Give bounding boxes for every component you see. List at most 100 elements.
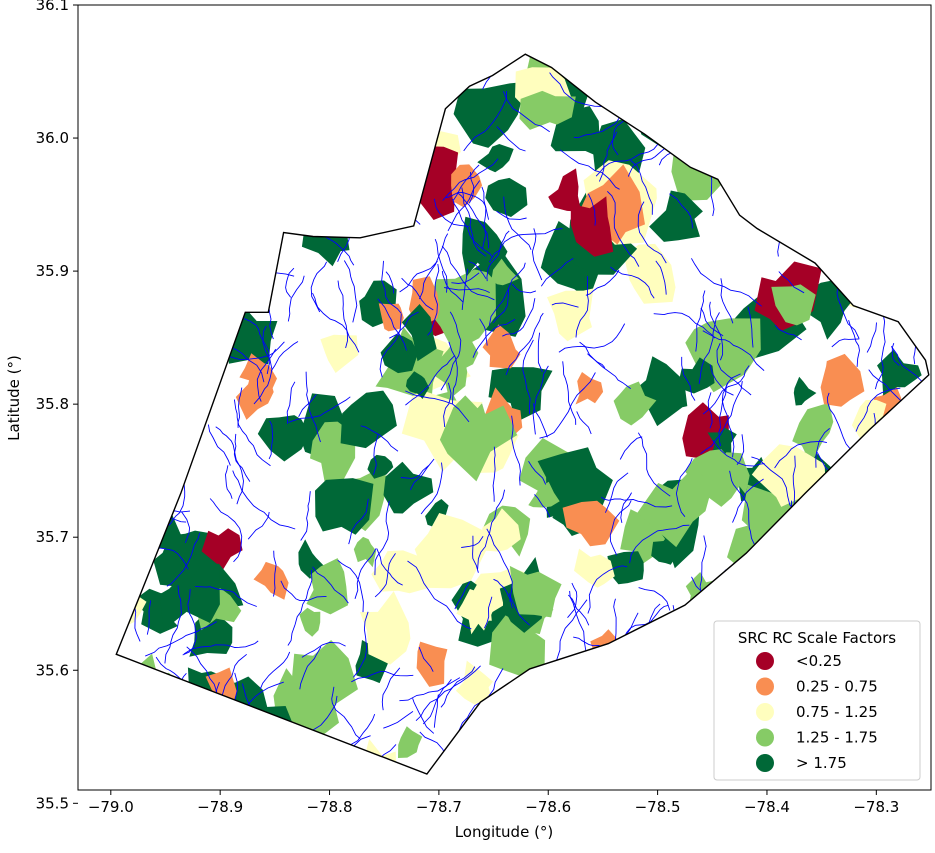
stream-line [566, 690, 582, 731]
watershed-patch [496, 736, 563, 774]
stream-line [920, 54, 929, 62]
watershed-patch [682, 402, 729, 460]
stream-line [116, 475, 150, 514]
stream-line [567, 582, 578, 618]
watershed-patch [479, 508, 521, 552]
x-axis-ticks: −79.0 −78.9 −78.8 −78.7 −78.6 −78.5 −78.4 −78.3 [88, 790, 899, 816]
stream-line [337, 280, 348, 349]
stream-line [373, 434, 379, 475]
watershed-patch [843, 504, 882, 549]
watershed-patch [118, 325, 169, 382]
stream-line [183, 68, 201, 113]
watershed-patch [299, 607, 321, 637]
watershed-patch [880, 413, 929, 474]
watershed-patch [359, 591, 411, 665]
stream-line [522, 339, 534, 415]
watershed-patch [820, 353, 865, 407]
stream-line [365, 113, 381, 156]
watershed-patch [151, 119, 224, 179]
stream-line [368, 183, 390, 226]
stream-line [534, 494, 551, 518]
stream-line [658, 757, 671, 774]
watershed-patch [613, 381, 657, 426]
watershed-patch [187, 334, 227, 369]
stream-line [287, 569, 313, 646]
stream-line [672, 605, 709, 667]
stream-line [124, 178, 151, 191]
watershed-patch [116, 467, 165, 555]
watershed-patch [121, 145, 147, 173]
y-tick-label: 35.9 [36, 262, 69, 280]
stream-line [287, 275, 305, 322]
stream-line [216, 653, 247, 702]
watershed-patch [548, 168, 582, 212]
stream-line [259, 742, 299, 774]
stream-line [496, 210, 527, 220]
stream-line [844, 232, 870, 291]
watershed-patch [677, 81, 734, 165]
watershed-patch [793, 376, 817, 406]
stream-line [531, 228, 543, 281]
watershed-patch [547, 288, 594, 342]
stream-line [146, 600, 152, 635]
watershed-patch [340, 390, 397, 449]
stream-line [496, 126, 526, 152]
stream-line [451, 272, 480, 284]
stream-line [297, 122, 312, 154]
stream-line [575, 276, 589, 338]
legend-label: 1.25 - 1.75 [796, 729, 878, 747]
watershed-patch [116, 83, 148, 136]
stream-line [706, 661, 712, 698]
watershed-patch [152, 672, 177, 700]
stream-line [377, 298, 408, 351]
stream-line [716, 343, 752, 396]
watershed-patch [448, 331, 479, 370]
stream-line [563, 671, 571, 699]
stream-line [124, 306, 132, 336]
watershed-patch [146, 118, 206, 166]
stream-line [353, 611, 369, 678]
stream-line [445, 191, 490, 220]
stream-line [233, 399, 271, 467]
watershed-patch [570, 196, 614, 257]
stream-line [692, 129, 727, 160]
stream-line [168, 71, 193, 111]
legend-swatch [756, 754, 774, 772]
stream-line [145, 621, 217, 657]
stream-line [379, 313, 402, 378]
stream-line [801, 54, 827, 57]
watershed-patch [634, 725, 680, 774]
stream-line [761, 95, 824, 122]
stream-line [732, 478, 764, 523]
stream-line [808, 210, 812, 240]
watershed-patch [462, 216, 508, 280]
stream-line [418, 646, 434, 672]
stream-line [760, 66, 770, 124]
stream-line [452, 198, 493, 258]
stream-line [562, 361, 577, 425]
watershed-patch [896, 489, 929, 537]
stream-line [360, 425, 399, 452]
stream-line [385, 271, 395, 294]
stream-line [607, 67, 655, 96]
stream-line [453, 164, 480, 201]
stream-line [700, 381, 743, 455]
watershed-patch [574, 548, 615, 588]
stream-line [508, 705, 519, 762]
watershed-patch [257, 415, 310, 462]
watershed-patch [192, 267, 222, 301]
stream-line [603, 660, 616, 705]
stream-line [776, 518, 786, 558]
stream-line [166, 75, 170, 109]
stream-line [400, 465, 430, 479]
stream-line [169, 279, 218, 337]
watershed-patch [771, 284, 816, 326]
stream-line [331, 686, 361, 740]
stream-line [481, 186, 487, 249]
stream-line [891, 342, 900, 366]
stream-line [744, 574, 757, 601]
stream-line [116, 280, 123, 311]
stream-line [328, 118, 381, 172]
legend-swatch [756, 677, 774, 696]
